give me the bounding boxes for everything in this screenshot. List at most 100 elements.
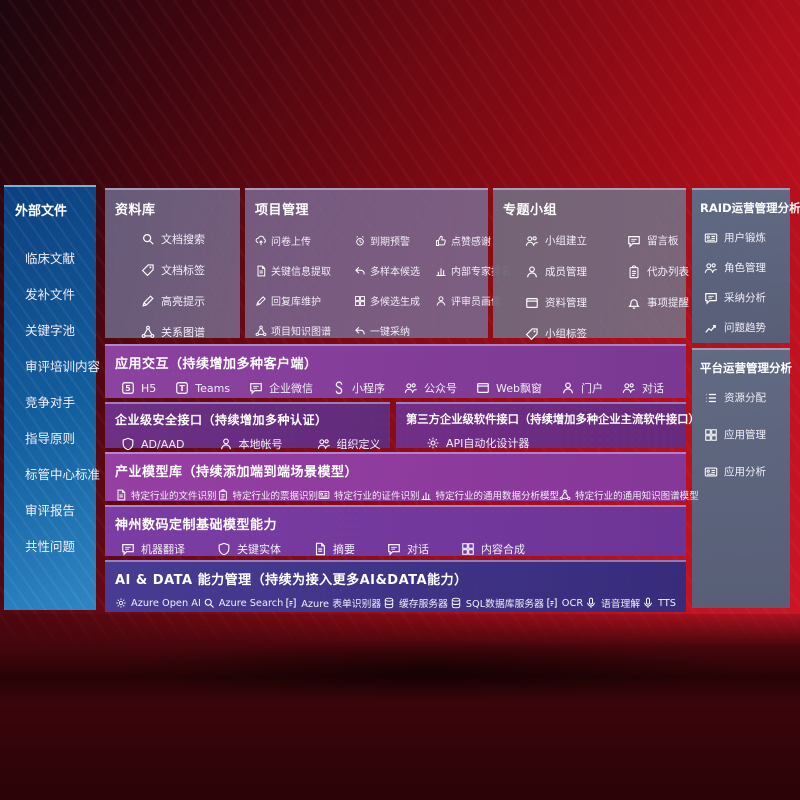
doc-search-icon: [141, 232, 155, 246]
feature-item-label: 文档标签: [161, 264, 205, 277]
feature-item: 关系图谱: [141, 324, 232, 340]
feature-item-label: 特定行业的通用数据分析模型: [435, 491, 560, 502]
band-title: 应用交互（持续增加多种客户端）: [115, 357, 318, 372]
feature-item-label: 资料管理: [545, 297, 587, 309]
feature-item: 项目知识图谱: [255, 323, 351, 338]
band-title: 第三方企业级软件接口（持续增加多种企业主流软件接口）: [406, 413, 700, 426]
wechat-work-icon: [249, 381, 263, 395]
feature-item-label: 回复库维护: [271, 297, 321, 308]
feature-item: 语音理解: [585, 596, 640, 610]
feature-item-label: 企业微信: [269, 382, 314, 395]
reply-arrow-icon: [354, 265, 366, 277]
feature-item-label: Web飘窗: [496, 382, 542, 395]
feature-item: 到期预警: [354, 233, 432, 248]
feature-item: 特定行业的通用数据分析模型: [420, 488, 560, 502]
feature-item-label: 审评培训内容: [25, 359, 101, 374]
feature-item-label: 机器翻译: [141, 543, 185, 556]
feature-item: 文档搜索: [141, 231, 232, 247]
feature-item-label: 文档搜索: [161, 233, 205, 246]
feature-item-label: AD/AAD: [141, 437, 185, 451]
feature-item-label: Azure Search: [218, 597, 284, 609]
feature-item-label: 到期预警: [370, 237, 410, 248]
raid-operations-panel: RAID运营管理分析 用户锻炼 角色管理 采纳分析 问题趋势: [692, 188, 800, 343]
feature-item: Azure Open AI: [115, 597, 201, 609]
panel-title: 外部文件: [15, 204, 68, 219]
feature-item-label: Azure Open AI: [131, 597, 201, 609]
app-interaction-list: H5 Teams 企业微信 小程序 公众号 Web飘窗 门户 对话: [115, 380, 676, 396]
feature-item-label: 本地帐号: [238, 438, 283, 451]
tag-icon: [525, 327, 539, 341]
trend-chart-icon: [704, 321, 718, 335]
feature-item-label: Teams: [195, 381, 231, 395]
topic-group-grid: 小组建立 留言板 成员管理 代办列表 资料管理 事项提醒 小组标签: [525, 233, 689, 341]
pen-icon: [141, 294, 155, 308]
feature-item-label: 资源分配: [724, 392, 766, 404]
feature-item: 用户锻炼: [704, 230, 786, 245]
feature-item: 采纳分析: [704, 290, 786, 305]
feature-item-label: 内部专家排名: [451, 267, 511, 278]
pen-icon: [255, 295, 267, 307]
id-recognition-icon: [318, 489, 330, 501]
feature-item-label: 语音理解: [600, 599, 641, 610]
thirdparty-interface-band: 第三方企业级软件接口（持续增加多种企业主流软件接口） API自动化设计器: [396, 402, 700, 450]
teams-icon: [175, 381, 189, 395]
feature-item-label: 摘要: [333, 543, 355, 556]
feature-item: 内容合成: [461, 541, 525, 557]
feature-item: 特定行业的证件识别: [318, 488, 420, 502]
feature-item-label: 指导原则: [25, 431, 76, 446]
person-icon: [435, 295, 447, 307]
feature-item-label: 多样本候选: [370, 267, 420, 278]
feature-item: 摘要: [313, 541, 355, 557]
feature-item: 留言板: [627, 233, 689, 248]
feature-item-label: 特定行业的文件识别: [131, 491, 217, 502]
sql-database-icon: [450, 597, 462, 609]
app-grid-icon: [704, 428, 718, 442]
cloud-upload-icon: [255, 235, 267, 247]
feature-item-label: 共性问题: [25, 539, 76, 554]
feature-item-label: SQL数据库服务器: [465, 599, 544, 610]
feature-item: 本地帐号: [219, 436, 283, 452]
ai-data-list: Azure Open AI Azure Search Azure 表单识别器 缓…: [115, 596, 676, 610]
feature-item-label: 点赞感谢: [451, 237, 491, 248]
file-recognition-icon: [115, 489, 127, 501]
industry-model-list: 特定行业的文件识别 特定行业的票据识别 特定行业的证件识别 特定行业的通用数据分…: [115, 488, 699, 502]
h5-icon: [121, 381, 135, 395]
feature-item: 评审员画像: [435, 293, 511, 308]
bell-icon: [627, 296, 641, 310]
feature-item-label: 问题趋势: [724, 322, 766, 334]
feature-item: 审评培训内容: [25, 356, 100, 375]
feature-item: 竞争对手: [25, 392, 96, 411]
feature-item: 应用分析: [704, 464, 786, 479]
thumbs-up-icon: [435, 235, 447, 247]
feature-item-label: 特定行业的票据识别: [232, 491, 319, 502]
form-recognizer-icon: [285, 597, 297, 609]
feature-item: Azure Search: [203, 597, 284, 609]
dialog-people-icon: [622, 381, 636, 395]
project-management-grid: 问卷上传 到期预警 点赞感谢 关键信息提取 多样本候选 内部专家排名 回复库维护…: [255, 233, 511, 338]
feature-item: 内部专家排名: [435, 263, 511, 278]
entity-shield-icon: [217, 542, 231, 556]
feature-item: 对话: [387, 541, 429, 557]
feature-item-label: 小组标签: [545, 328, 587, 340]
feature-item-label: 代办列表: [647, 266, 689, 278]
portal-person-icon: [561, 381, 575, 395]
translate-icon: [121, 542, 135, 556]
feature-item: 成员管理: [525, 264, 623, 279]
feature-item-label: 关键字池: [25, 323, 76, 338]
feature-item-label: 审评报告: [25, 503, 76, 518]
raid-list: 用户锻炼 角色管理 采纳分析 问题趋势: [704, 230, 786, 335]
base-model-band: 神州数码定制基础模型能力 机器翻译 关键实体 摘要 对话 内容合成: [105, 505, 686, 556]
platform-operations-panel: 平台运营管理分析 资源分配 应用管理 应用分析: [692, 348, 792, 608]
feature-item: 高亮提示: [141, 293, 232, 309]
feature-item: 对话: [622, 380, 664, 396]
feature-item-label: 小组建立: [545, 235, 587, 247]
feature-item: OCR: [546, 597, 583, 609]
feature-item-label: 缓存服务器: [399, 599, 448, 610]
feature-item-label: TTS: [657, 597, 676, 609]
feature-item-label: 特定行业的证件识别: [334, 491, 420, 502]
feature-item: 一键采纳: [354, 323, 432, 338]
id-card-icon: [704, 231, 718, 245]
panel-title: 平台运营管理分析: [700, 361, 792, 375]
azure-search-icon: [203, 597, 215, 609]
adopt-arrow-icon: [354, 325, 366, 337]
